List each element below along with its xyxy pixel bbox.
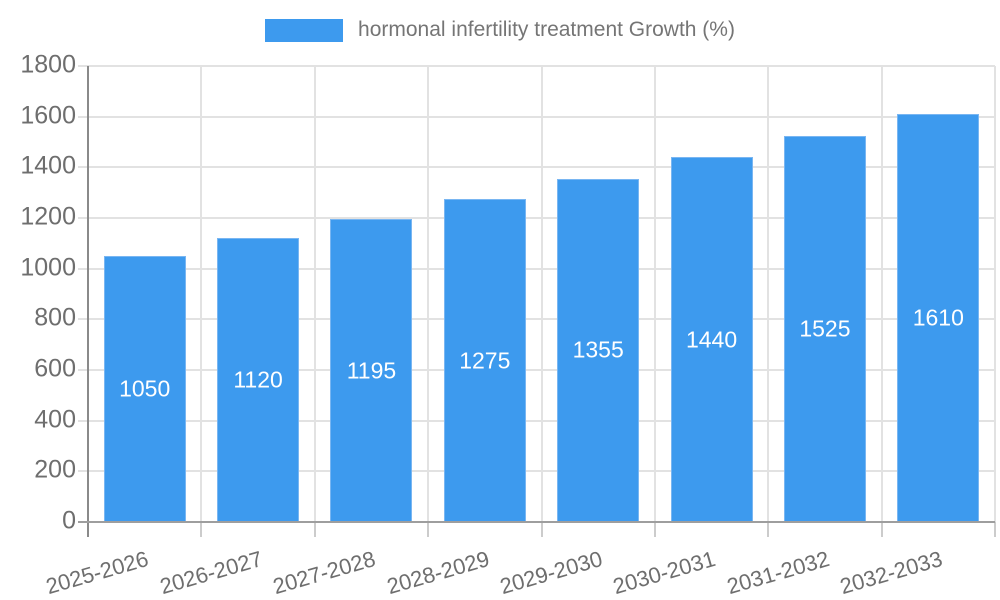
- x-tick-mark: [540, 522, 543, 537]
- x-tick-mark: [880, 522, 883, 537]
- x-tick-mark: [767, 522, 770, 537]
- bar: [103, 256, 186, 522]
- h-gridline: [78, 369, 995, 371]
- v-gridline: [767, 66, 770, 522]
- v-gridline: [540, 66, 543, 522]
- h-gridline: [78, 267, 995, 270]
- y-tick-label: 400: [34, 404, 76, 433]
- bar: [897, 114, 980, 522]
- x-tick-mark: [427, 522, 430, 537]
- bar: [670, 157, 753, 522]
- y-tick-label: 800: [34, 303, 76, 332]
- x-tick-mark: [994, 522, 996, 537]
- h-gridline: [78, 419, 995, 422]
- v-gridline: [313, 66, 316, 522]
- h-gridline: [78, 166, 995, 169]
- legend: hormonal infertility treatment Growth (%…: [0, 18, 1000, 42]
- x-tick-label: 2025-2026: [43, 546, 152, 600]
- y-tick-label: 600: [34, 354, 76, 383]
- y-tick-label: 0: [62, 506, 76, 535]
- h-gridline: [78, 318, 995, 321]
- x-tick-label: 2030-2031: [610, 546, 719, 600]
- x-tick-mark: [653, 522, 656, 537]
- bar: [217, 238, 300, 522]
- bar-value-label: 1525: [799, 315, 851, 342]
- bar-value-label: 1050: [119, 375, 171, 402]
- h-gridline: [78, 217, 995, 219]
- x-tick-label: 2031-2032: [723, 546, 832, 600]
- y-tick-label: 1800: [20, 50, 76, 79]
- h-gridline: [78, 470, 995, 473]
- bar: [330, 219, 413, 522]
- y-tick-label: 1400: [20, 151, 76, 180]
- legend-label: hormonal infertility treatment Growth (%…: [358, 18, 735, 41]
- h-gridline: [78, 115, 995, 118]
- bar: [557, 178, 640, 522]
- y-tick-label: 1600: [20, 100, 76, 129]
- legend-swatch: [265, 18, 344, 42]
- x-tick-label: 2027-2028: [270, 546, 379, 600]
- x-tick-label: 2032-2033: [837, 546, 946, 600]
- bar-value-label: 1355: [572, 336, 624, 363]
- x-tick-label: 2028-2029: [383, 546, 492, 600]
- bar-value-label: 1120: [233, 366, 283, 393]
- bar-value-label: 1275: [459, 347, 511, 373]
- v-gridline: [200, 66, 203, 522]
- bar: [783, 135, 866, 522]
- v-gridline: [880, 66, 883, 522]
- x-tick-label: 2026-2027: [156, 546, 265, 600]
- bar-value-label: 1610: [912, 304, 964, 331]
- v-gridline: [427, 66, 430, 522]
- x-tick-mark: [200, 522, 203, 537]
- x-axis-line: [78, 521, 995, 523]
- x-tick-mark: [313, 522, 316, 537]
- v-gridline: [994, 66, 996, 522]
- x-tick-label: 2029-2030: [497, 546, 606, 600]
- y-tick-label: 1000: [20, 252, 76, 281]
- bar-value-label: 1195: [346, 357, 397, 384]
- y-tick-label: 200: [34, 455, 76, 484]
- v-gridline: [653, 66, 656, 522]
- h-gridline: [78, 65, 995, 67]
- y-axis-line: [87, 66, 89, 537]
- bar-value-label: 1440: [685, 326, 738, 353]
- y-tick-label: 1200: [20, 202, 76, 231]
